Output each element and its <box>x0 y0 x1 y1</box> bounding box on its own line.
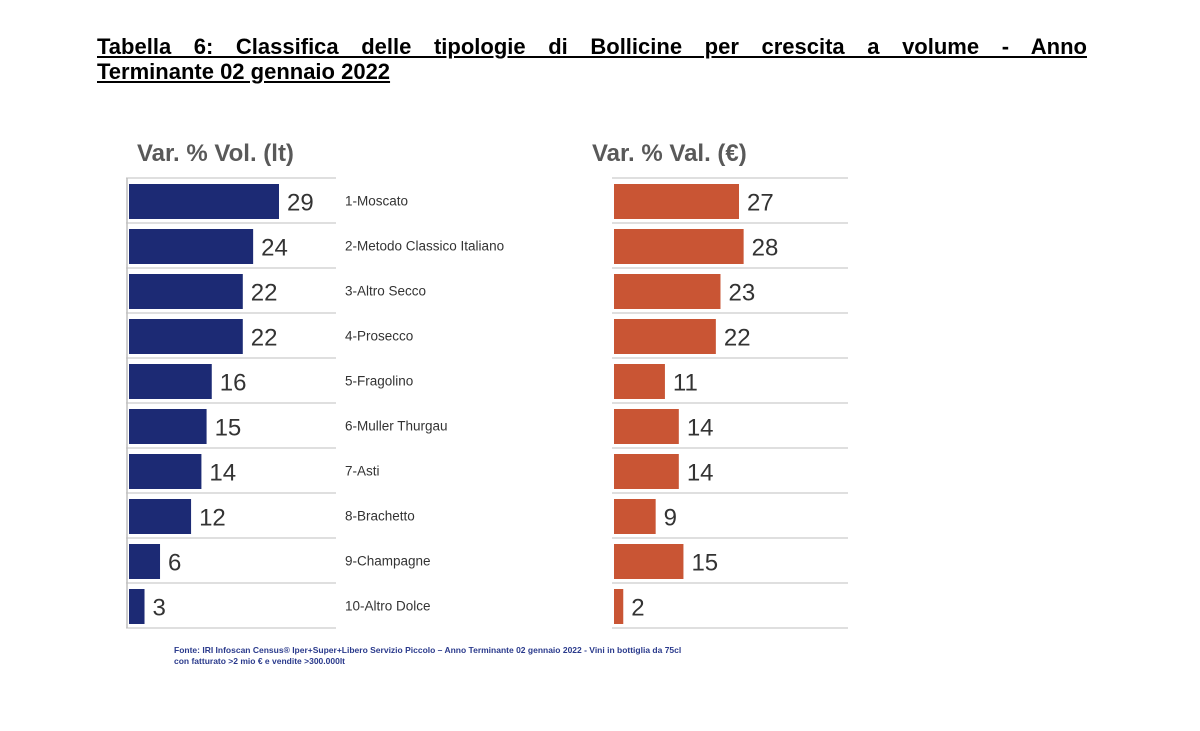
vol-value-label-10: 3 <box>153 595 166 622</box>
category-label-8: 8-Brachetto <box>345 509 415 524</box>
val-value-label-3: 23 <box>728 280 755 307</box>
val-bar-9 <box>614 544 684 579</box>
category-label-6: 6-Muller Thurgau <box>345 419 448 434</box>
val-chart-title: Var. % Val. (€) <box>592 140 747 167</box>
val-bar-10 <box>614 589 624 624</box>
vol-value-label-3: 22 <box>251 280 278 307</box>
vol-bar-10 <box>129 589 145 624</box>
val-value-label-9: 15 <box>691 550 718 577</box>
vol-value-label-5: 16 <box>220 370 247 397</box>
val-bar-7 <box>614 454 679 489</box>
vol-chart-title: Var. % Vol. (lt) <box>137 140 294 167</box>
vol-bar-7 <box>129 454 202 489</box>
vol-value-label-6: 15 <box>215 415 242 442</box>
vol-value-label-9: 6 <box>168 550 181 577</box>
source-footnote: Fonte: IRI Infoscan Census® Iper+Super+L… <box>174 645 854 667</box>
vol-bar-3 <box>129 274 243 309</box>
category-label-7: 7-Asti <box>345 464 380 479</box>
category-label-4: 4-Prosecco <box>345 329 413 344</box>
val-value-label-10: 2 <box>631 595 644 622</box>
val-bar-2 <box>614 229 744 264</box>
vol-value-label-1: 29 <box>287 190 314 217</box>
vol-bar-1 <box>129 184 279 219</box>
val-value-label-4: 22 <box>724 325 751 352</box>
vol-value-label-7: 14 <box>209 460 236 487</box>
vol-bar-8 <box>129 499 192 534</box>
val-bar-6 <box>614 409 679 444</box>
val-value-label-5: 11 <box>673 370 698 397</box>
category-label-9: 9-Champagne <box>345 554 431 569</box>
category-label-3: 3-Altro Secco <box>345 284 426 299</box>
footnote-line-1: Fonte: IRI Infoscan Census® Iper+Super+L… <box>174 645 682 655</box>
val-bar-1 <box>614 184 739 219</box>
footnote-line-2: con fatturato >2 mio € e vendite >300.00… <box>174 656 346 666</box>
val-value-label-6: 14 <box>687 415 714 442</box>
val-bar-8 <box>614 499 656 534</box>
val-bar-4 <box>614 319 716 354</box>
vol-value-label-4: 22 <box>251 325 278 352</box>
vol-bar-2 <box>129 229 254 264</box>
val-value-label-2: 28 <box>752 235 779 262</box>
vol-bar-9 <box>129 544 161 579</box>
page-title: Tabella 6: Classifica delle tipologie di… <box>97 34 1087 84</box>
vol-value-label-2: 24 <box>261 235 288 262</box>
category-label-2: 2-Metodo Classico Italiano <box>345 239 504 254</box>
category-label-1: 1-Moscato <box>345 194 408 209</box>
category-label-10: 10-Altro Dolce <box>345 599 431 614</box>
vol-bar-4 <box>129 319 243 354</box>
title-line-2: Terminante 02 gennaio 2022 <box>97 59 391 84</box>
vol-value-label-8: 12 <box>199 505 226 532</box>
val-value-label-7: 14 <box>687 460 714 487</box>
title-line-1: Tabella 6: Classifica delle tipologie di… <box>97 34 1087 59</box>
vol-bar-6 <box>129 409 207 444</box>
category-label-5: 5-Fragolino <box>345 374 413 389</box>
vol-bar-5 <box>129 364 212 399</box>
val-bar-5 <box>614 364 665 399</box>
val-value-label-1: 27 <box>747 190 774 217</box>
val-bar-3 <box>614 274 721 309</box>
val-value-label-8: 9 <box>664 505 677 532</box>
